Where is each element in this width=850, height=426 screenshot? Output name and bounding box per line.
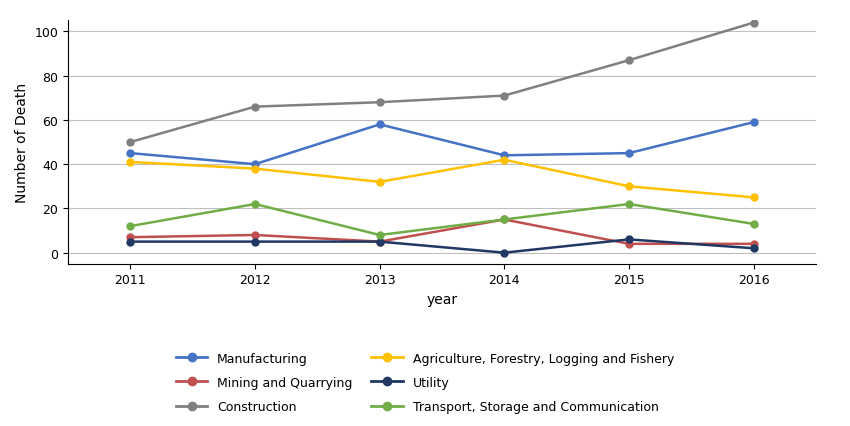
Manufacturing (250, 162, 260, 167)
Line: Utility: Utility (127, 236, 757, 256)
Construction (375, 101, 385, 106)
Construction (499, 94, 509, 99)
Line: Agriculture, Forestry, Logging and Fishery: Agriculture, Forestry, Logging and Fishe… (127, 157, 757, 201)
Construction (749, 21, 759, 26)
Transport, Storage and Communication (624, 202, 634, 207)
Mining and Quarrying (375, 239, 385, 245)
X-axis label: year: year (427, 292, 457, 306)
Mining and Quarrying (499, 217, 509, 222)
Construction (125, 140, 135, 145)
Agriculture, Forestry, Logging and Fishery (250, 167, 260, 172)
Utility (375, 239, 385, 245)
Transport, Storage and Communication (375, 233, 385, 238)
Manufacturing (125, 151, 135, 156)
Line: Manufacturing: Manufacturing (127, 119, 757, 168)
Manufacturing (499, 153, 509, 158)
Y-axis label: Number of Death: Number of Death (14, 83, 29, 203)
Utility (749, 246, 759, 251)
Utility (499, 250, 509, 256)
Utility (624, 237, 634, 242)
Agriculture, Forestry, Logging and Fishery (125, 160, 135, 165)
Manufacturing (375, 123, 385, 128)
Line: Transport, Storage and Communication: Transport, Storage and Communication (127, 201, 757, 239)
Mining and Quarrying (250, 233, 260, 238)
Line: Mining and Quarrying: Mining and Quarrying (127, 216, 757, 248)
Mining and Quarrying (624, 242, 634, 247)
Agriculture, Forestry, Logging and Fishery (375, 180, 385, 185)
Line: Construction: Construction (127, 20, 757, 146)
Manufacturing (624, 151, 634, 156)
Agriculture, Forestry, Logging and Fishery (624, 184, 634, 190)
Construction (250, 105, 260, 110)
Utility (125, 239, 135, 245)
Manufacturing (749, 120, 759, 125)
Legend: Manufacturing, Mining and Quarrying, Construction, Agriculture, Forestry, Loggin: Manufacturing, Mining and Quarrying, Con… (170, 346, 680, 420)
Agriculture, Forestry, Logging and Fishery (499, 158, 509, 163)
Mining and Quarrying (749, 242, 759, 247)
Transport, Storage and Communication (749, 222, 759, 227)
Agriculture, Forestry, Logging and Fishery (749, 196, 759, 201)
Utility (250, 239, 260, 245)
Transport, Storage and Communication (125, 224, 135, 229)
Transport, Storage and Communication (499, 217, 509, 222)
Mining and Quarrying (125, 235, 135, 240)
Construction (624, 58, 634, 63)
Transport, Storage and Communication (250, 202, 260, 207)
